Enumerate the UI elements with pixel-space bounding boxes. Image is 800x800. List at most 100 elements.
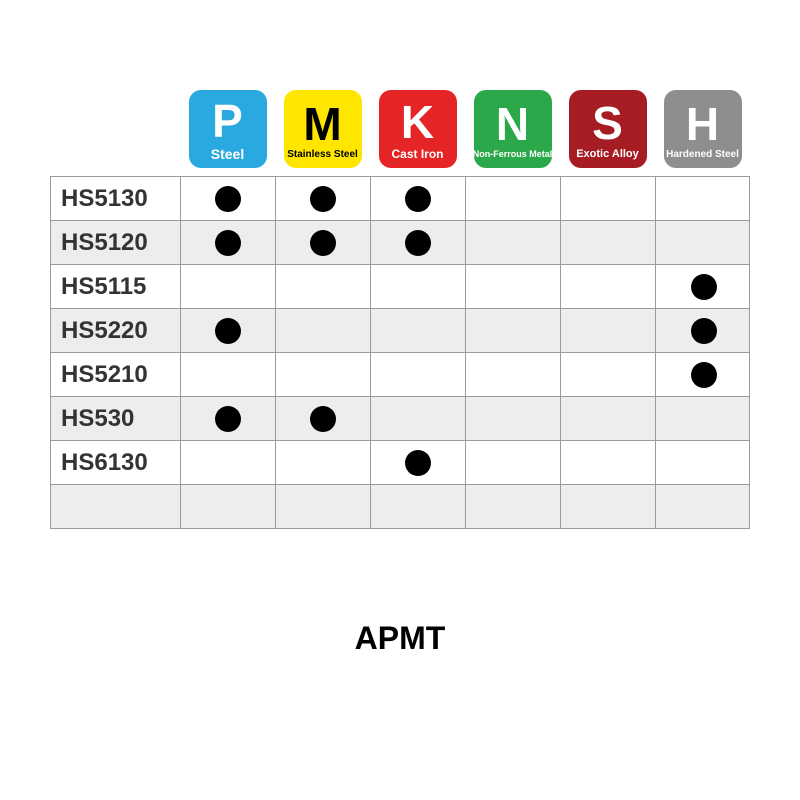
table-cell bbox=[466, 353, 561, 396]
table-cell bbox=[181, 221, 276, 264]
dot-icon bbox=[691, 362, 717, 388]
table-cell bbox=[371, 265, 466, 308]
table-cell bbox=[561, 397, 656, 440]
material-badge: H Hardened Steel bbox=[664, 90, 742, 168]
dot-icon bbox=[215, 230, 241, 256]
dot-icon bbox=[310, 230, 336, 256]
badge-label: Steel bbox=[211, 146, 244, 162]
table-row: HS5220 bbox=[51, 309, 749, 353]
table-cell bbox=[181, 309, 276, 352]
badge-label: Stainless Steel bbox=[287, 149, 358, 160]
row-label: HS5220 bbox=[51, 309, 181, 352]
table-cell bbox=[466, 441, 561, 484]
table-cell bbox=[466, 309, 561, 352]
table-cell bbox=[276, 441, 371, 484]
badge-label: Non-Ferrous Metal bbox=[473, 149, 553, 159]
table-cell bbox=[181, 485, 276, 528]
table-row: HS5130 bbox=[51, 177, 749, 221]
table-cell bbox=[656, 265, 751, 308]
table-cell bbox=[276, 485, 371, 528]
table-cell bbox=[276, 265, 371, 308]
column-header-row: P Steel M Stainless Steel K Cast Iron N Non-Fer… bbox=[50, 90, 750, 168]
table-cell bbox=[181, 441, 276, 484]
table-cell bbox=[561, 353, 656, 396]
table-row: HS5210 bbox=[51, 353, 749, 397]
table-cell bbox=[466, 221, 561, 264]
row-label: HS5120 bbox=[51, 221, 181, 264]
column-header: H Hardened Steel bbox=[655, 90, 750, 168]
table-cell bbox=[656, 221, 751, 264]
material-badge: K Cast Iron bbox=[379, 90, 457, 168]
badge-letter: H bbox=[686, 101, 719, 147]
badge-label: Exotic Alloy bbox=[576, 148, 639, 160]
dot-icon bbox=[691, 318, 717, 344]
row-label: HS5130 bbox=[51, 177, 181, 220]
table-cell bbox=[371, 441, 466, 484]
dot-icon bbox=[215, 406, 241, 432]
table-row bbox=[51, 485, 749, 529]
table-cell bbox=[371, 485, 466, 528]
dot-icon bbox=[215, 186, 241, 212]
table-cell bbox=[276, 397, 371, 440]
column-header: M Stainless Steel bbox=[275, 90, 370, 168]
dot-icon bbox=[405, 230, 431, 256]
column-header: N Non-Ferrous Metal bbox=[465, 90, 560, 168]
table-cell bbox=[276, 177, 371, 220]
table-cell bbox=[466, 485, 561, 528]
table-cell bbox=[656, 177, 751, 220]
dot-icon bbox=[405, 450, 431, 476]
badge-letter: K bbox=[401, 99, 434, 145]
dot-icon bbox=[310, 186, 336, 212]
table-cell bbox=[371, 353, 466, 396]
material-badge: M Stainless Steel bbox=[284, 90, 362, 168]
table-cell bbox=[656, 309, 751, 352]
table-cell bbox=[466, 177, 561, 220]
table-cell bbox=[371, 177, 466, 220]
row-label bbox=[51, 485, 181, 528]
badge-letter: P bbox=[212, 98, 243, 144]
table-row: HS5115 bbox=[51, 265, 749, 309]
column-header: P Steel bbox=[180, 90, 275, 168]
header-spacer bbox=[50, 90, 180, 168]
table-cell bbox=[561, 177, 656, 220]
column-header: K Cast Iron bbox=[370, 90, 465, 168]
row-label: HS5210 bbox=[51, 353, 181, 396]
dot-icon bbox=[405, 186, 431, 212]
table-cell bbox=[561, 221, 656, 264]
table-cell bbox=[656, 485, 751, 528]
table-cell bbox=[656, 397, 751, 440]
table-cell bbox=[371, 221, 466, 264]
badge-letter: N bbox=[496, 101, 529, 147]
table-cell bbox=[656, 353, 751, 396]
row-label: HS5115 bbox=[51, 265, 181, 308]
row-label: HS6130 bbox=[51, 441, 181, 484]
row-label: HS530 bbox=[51, 397, 181, 440]
badge-label: Hardened Steel bbox=[666, 149, 739, 160]
badge-letter: S bbox=[592, 100, 623, 146]
table-cell bbox=[561, 265, 656, 308]
table-cell bbox=[371, 309, 466, 352]
table-cell bbox=[466, 397, 561, 440]
badge-label: Cast Iron bbox=[391, 147, 443, 161]
material-badge: S Exotic Alloy bbox=[569, 90, 647, 168]
table-cell bbox=[656, 441, 751, 484]
material-badge: N Non-Ferrous Metal bbox=[474, 90, 552, 168]
material-badge: P Steel bbox=[189, 90, 267, 168]
table-cell bbox=[181, 265, 276, 308]
dot-icon bbox=[215, 318, 241, 344]
dot-icon bbox=[310, 406, 336, 432]
table-cell bbox=[561, 485, 656, 528]
table-cell bbox=[466, 265, 561, 308]
badge-letter: M bbox=[303, 101, 341, 147]
table-cell bbox=[561, 441, 656, 484]
column-header: S Exotic Alloy bbox=[560, 90, 655, 168]
table-cell bbox=[181, 177, 276, 220]
table-title: APMT bbox=[0, 620, 800, 657]
table-cell bbox=[181, 397, 276, 440]
table-row: HS5120 bbox=[51, 221, 749, 265]
table-cell bbox=[276, 353, 371, 396]
table-cell bbox=[561, 309, 656, 352]
compatibility-table: HS5130HS5120HS5115HS5220HS5210HS530HS613… bbox=[50, 176, 750, 529]
table-cell bbox=[181, 353, 276, 396]
table-cell bbox=[276, 309, 371, 352]
